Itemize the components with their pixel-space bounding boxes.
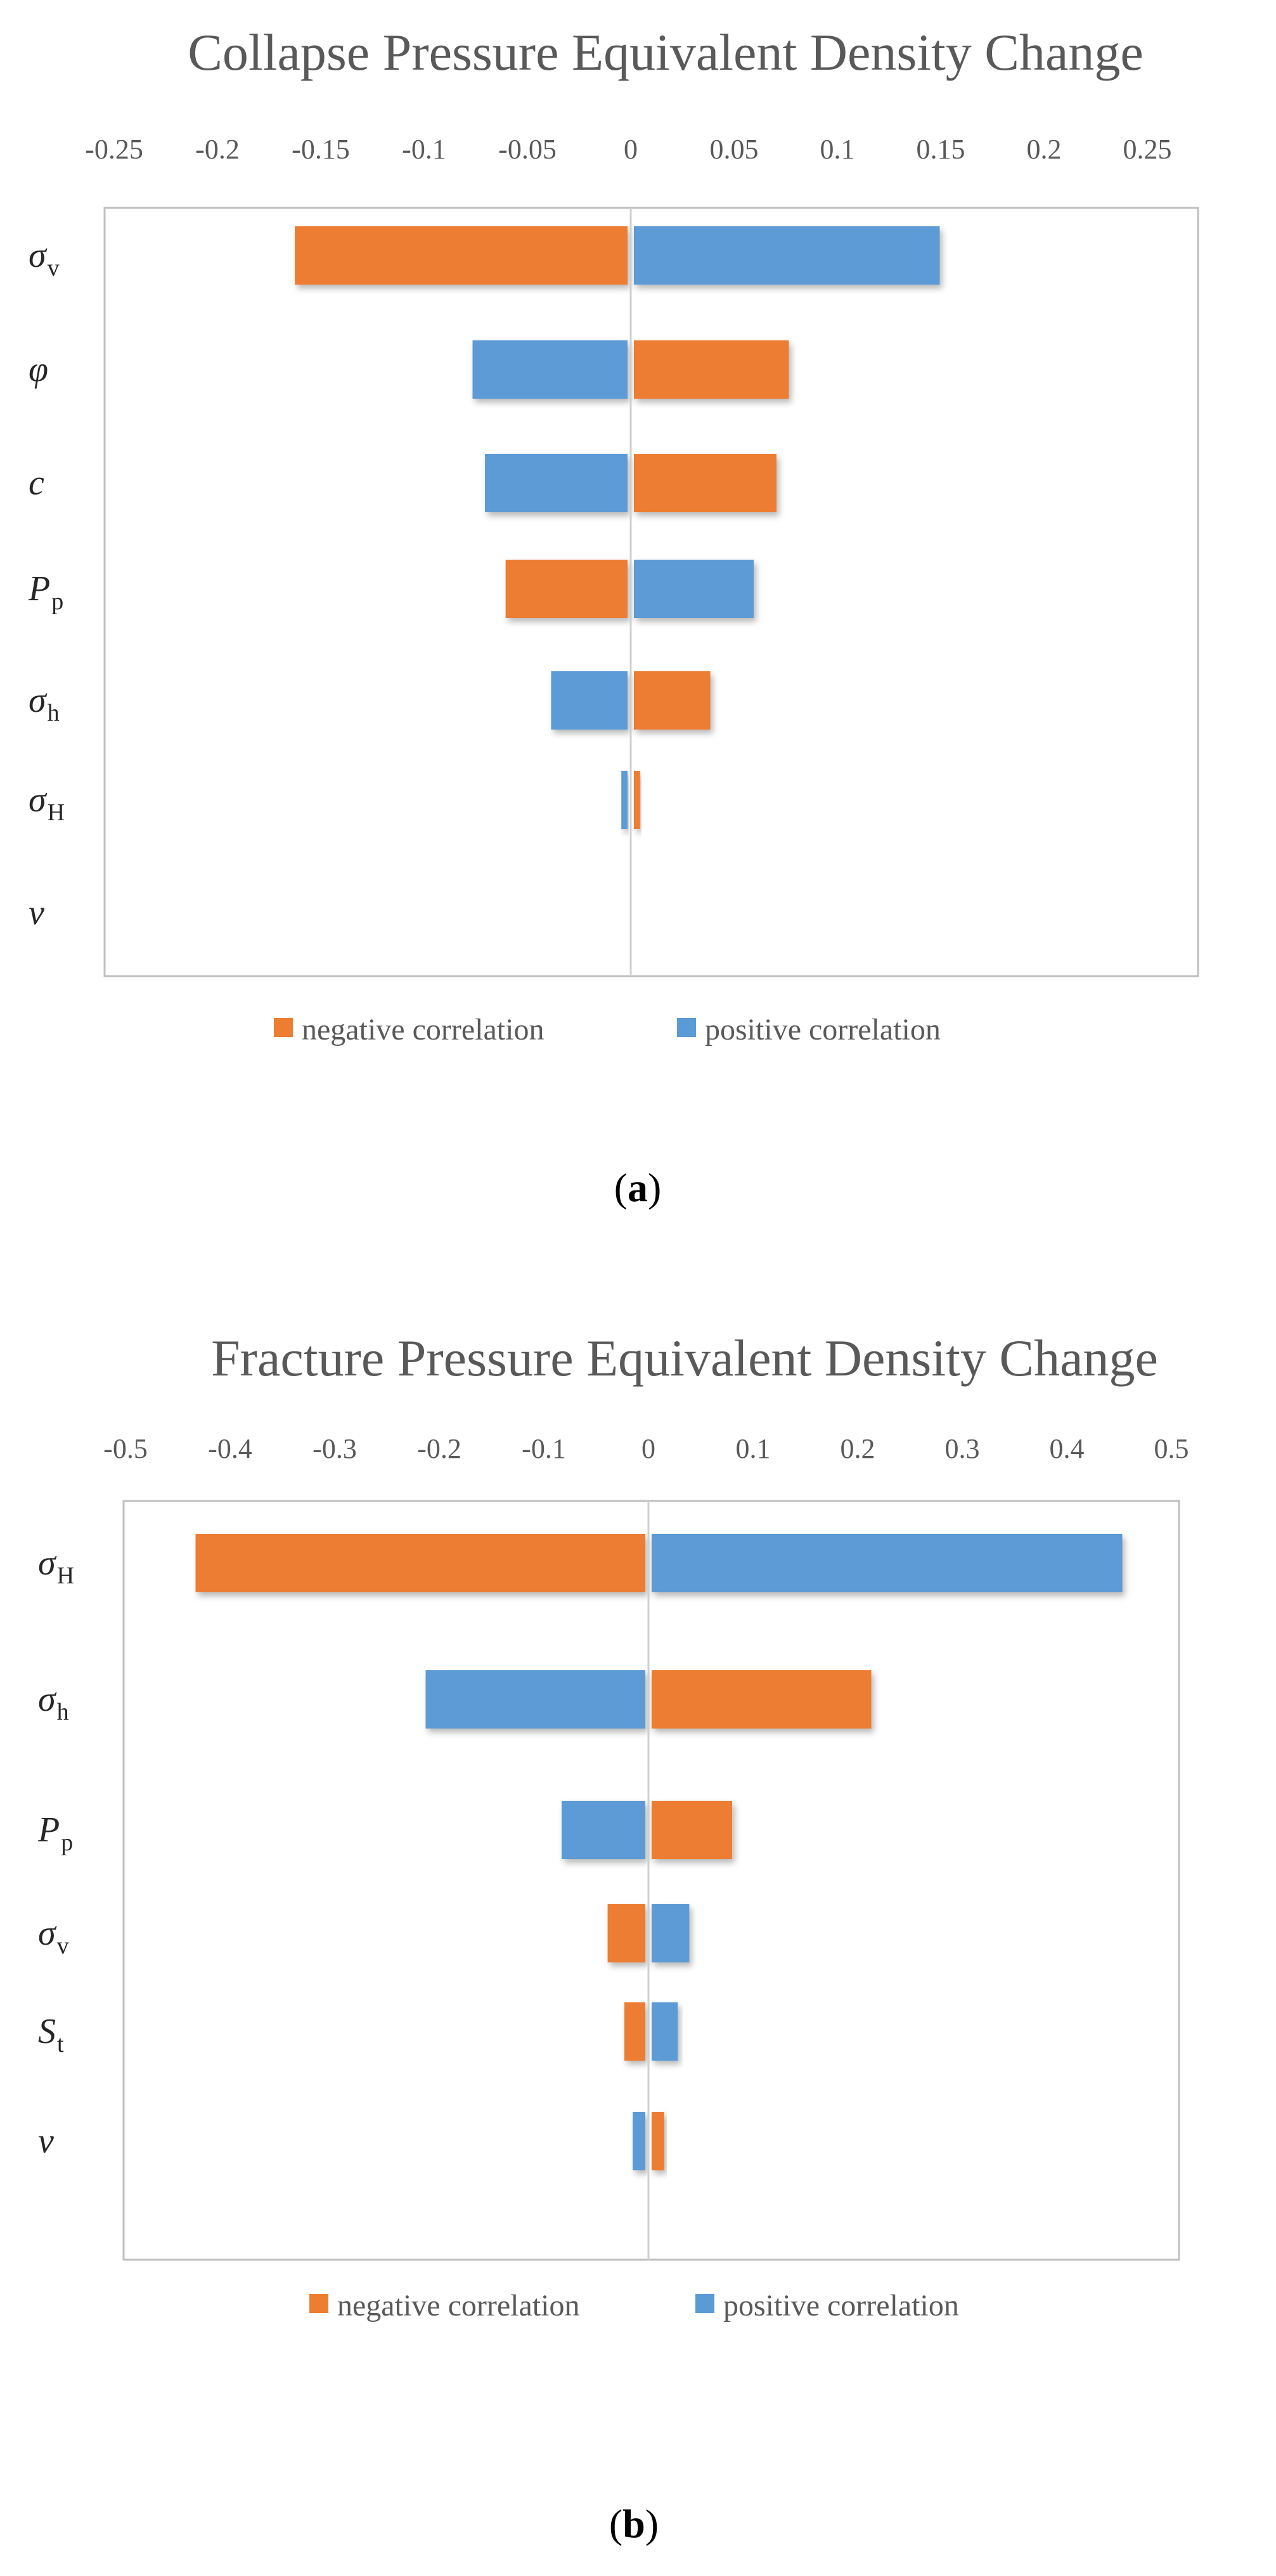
bar-negative (607, 1904, 645, 1962)
x-tick-label: 0.4 (1050, 1433, 1085, 1464)
x-tick-label: 0.2 (841, 1433, 875, 1464)
x-tick-label: 0 (641, 1433, 655, 1464)
x-tick-label: 0.1 (820, 134, 855, 165)
bar-positive (633, 2112, 645, 2170)
bar-negative (295, 226, 628, 285)
category-label: σH (29, 780, 65, 826)
legend-swatch (695, 2294, 714, 2313)
x-tick-label: 0.05 (710, 134, 759, 165)
x-tick-label: -0.4 (208, 1433, 252, 1464)
x-tick-label: -0.1 (402, 134, 446, 165)
bar-negative (624, 2002, 645, 2061)
chart-title: Fracture Pressure Equivalent Density Cha… (211, 1329, 1158, 1387)
bar-positive (621, 771, 628, 829)
plot-area (122, 1500, 1180, 2261)
legend-label: positive correlation (723, 2289, 959, 2322)
chart-title: Collapse Pressure Equivalent Density Cha… (188, 23, 1144, 81)
x-tick-label: 0.3 (945, 1433, 980, 1464)
bar-negative (652, 1801, 733, 1859)
bar-negative (634, 340, 789, 399)
bar-negative (505, 560, 628, 618)
bar-negative (634, 771, 640, 829)
x-tick-label: -0.5 (103, 1433, 148, 1464)
chart-a: Collapse Pressure Equivalent Density Cha… (28, 23, 1199, 1210)
legend-label: negative correlation (302, 1013, 544, 1046)
legend-label: positive correlation (705, 1013, 941, 1046)
bar-negative (652, 1670, 872, 1729)
bar-negative (195, 1534, 645, 1592)
chart-panel-a: Collapse Pressure Equivalent Density Cha… (0, 0, 1276, 1255)
category-label: σv (29, 236, 60, 281)
x-tick-label: -0.1 (522, 1433, 566, 1464)
bar-positive (652, 1534, 1123, 1592)
category-label: ν (38, 2122, 54, 2161)
bar-positive (485, 454, 628, 512)
category-label: σh (38, 1680, 69, 1725)
category-label: φ (29, 350, 48, 389)
x-tick-label: 0.25 (1123, 134, 1172, 165)
x-tick-label: -0.25 (85, 134, 143, 165)
legend-swatch (309, 2294, 328, 2313)
legend-swatch (677, 1018, 696, 1037)
bar-positive (425, 1670, 645, 1729)
category-label: σv (38, 1914, 69, 1959)
chart-b: Fracture Pressure Equivalent Density Cha… (37, 1329, 1189, 2546)
legend-label: negative correlation (337, 2289, 579, 2322)
x-tick-label: 0 (624, 134, 638, 165)
bar-negative (634, 454, 777, 512)
x-tick-label: 0.15 (917, 134, 965, 165)
bar-positive (472, 340, 628, 399)
plot-area (103, 207, 1199, 977)
x-tick-label: 0.2 (1027, 134, 1062, 165)
bar-positive (652, 2002, 678, 2061)
x-tick-label: 0.5 (1154, 1433, 1189, 1464)
legend-swatch (274, 1018, 293, 1037)
bar-positive (634, 226, 940, 285)
bar-negative (652, 2112, 664, 2170)
category-label: Pp (37, 1810, 73, 1856)
category-label: σH (38, 1543, 74, 1589)
category-label: c (29, 463, 44, 503)
figure-caption: (b) (609, 2501, 659, 2546)
category-label: St (38, 2012, 64, 2058)
x-tick-label: -0.15 (292, 134, 350, 165)
bar-positive (551, 671, 628, 730)
category-label: σh (29, 681, 60, 726)
x-tick-label: -0.2 (195, 134, 240, 165)
x-tick-label: 0.1 (736, 1433, 771, 1464)
bar-negative (634, 671, 711, 730)
bar-positive (652, 1904, 690, 1962)
figure-caption: (a) (614, 1165, 662, 1210)
bar-positive (634, 560, 754, 618)
bar-positive (562, 1801, 645, 1859)
category-label: Pp (28, 569, 63, 615)
x-tick-label: -0.05 (498, 134, 557, 165)
chart-panel-b: Fracture Pressure Equivalent Density Cha… (0, 1268, 1276, 2573)
x-tick-label: -0.2 (417, 1433, 461, 1464)
x-tick-label: -0.3 (313, 1433, 357, 1464)
category-label: ν (29, 893, 44, 932)
